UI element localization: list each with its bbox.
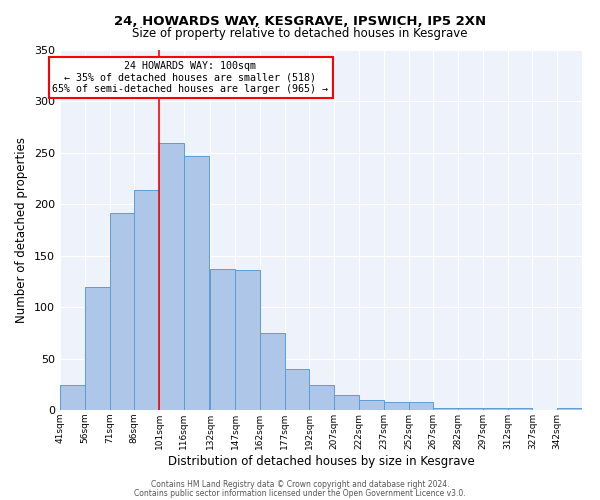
Bar: [384, 402, 409, 410]
Bar: [235, 270, 260, 410]
Text: 24 HOWARDS WAY: 100sqm
← 35% of detached houses are smaller (518)
65% of semi-de: 24 HOWARDS WAY: 100sqm ← 35% of detached…: [53, 61, 329, 94]
Bar: [433, 408, 458, 410]
Text: Contains HM Land Registry data © Crown copyright and database right 2024.: Contains HM Land Registry data © Crown c…: [151, 480, 449, 489]
Bar: [334, 394, 359, 410]
Bar: [85, 286, 110, 410]
Text: Contains public sector information licensed under the Open Government Licence v3: Contains public sector information licen…: [134, 488, 466, 498]
Bar: [557, 408, 582, 410]
Bar: [260, 333, 284, 410]
Bar: [508, 408, 532, 410]
Bar: [110, 212, 134, 410]
Text: 24, HOWARDS WAY, KESGRAVE, IPSWICH, IP5 2XN: 24, HOWARDS WAY, KESGRAVE, IPSWICH, IP5 …: [114, 15, 486, 28]
Bar: [458, 408, 483, 410]
Bar: [310, 386, 334, 410]
Bar: [159, 142, 184, 410]
Text: Size of property relative to detached houses in Kesgrave: Size of property relative to detached ho…: [132, 28, 468, 40]
X-axis label: Distribution of detached houses by size in Kesgrave: Distribution of detached houses by size …: [167, 454, 475, 468]
Bar: [60, 386, 85, 410]
Bar: [211, 269, 235, 410]
Y-axis label: Number of detached properties: Number of detached properties: [16, 137, 28, 323]
Bar: [134, 190, 159, 410]
Bar: [284, 369, 310, 410]
Bar: [359, 400, 384, 410]
Bar: [483, 408, 508, 410]
Bar: [409, 402, 433, 410]
Bar: [184, 156, 209, 410]
